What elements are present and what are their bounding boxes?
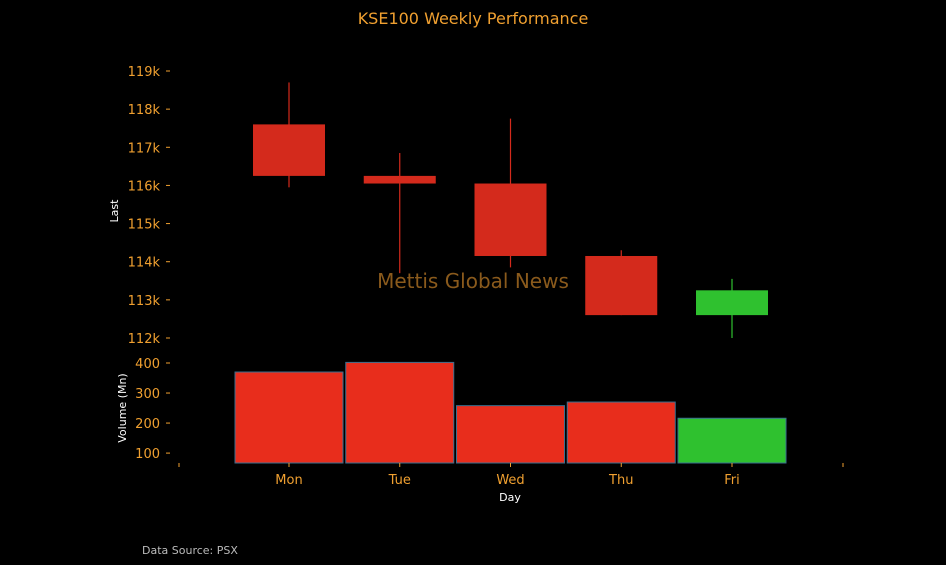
x-axis-label: Day: [499, 491, 521, 504]
x-tick-label-wed: Wed: [496, 473, 524, 488]
x-tick-label-fri: Fri: [724, 473, 740, 488]
price-axis-label: Last: [108, 199, 121, 223]
volume-tick-label: 400: [135, 357, 160, 372]
volume-tick-label: 100: [135, 447, 160, 462]
volume-bar-thu: [566, 401, 676, 464]
x-tick-label-tue: Tue: [388, 473, 411, 488]
data-source: Data Source: PSX: [142, 544, 238, 557]
candle-body-wed: [474, 183, 547, 256]
x-tick-label-thu: Thu: [608, 473, 633, 488]
price-tick-label: 116k: [128, 179, 161, 194]
candle-body-fri: [696, 290, 768, 316]
chart-title: KSE100 Weekly Performance: [358, 9, 589, 28]
volume-panel: 100 200 300 400 Mon Tue Wed Thu Fri: [135, 357, 844, 488]
volume-bar-fri: [677, 417, 787, 464]
volume-axis-label: Volume (Mn): [116, 373, 129, 442]
volume-tick-label: 300: [135, 387, 160, 402]
volume-tick-label: 200: [135, 417, 160, 432]
price-tick-label: 113k: [128, 294, 161, 309]
price-tick-label: 119k: [128, 65, 161, 80]
candle-body-thu: [585, 255, 658, 316]
price-tick-label: 114k: [128, 256, 161, 271]
volume-bar-wed: [456, 405, 565, 464]
price-tick-label: 117k: [128, 141, 161, 156]
candle-body-tue: [363, 175, 436, 184]
candle-body-mon: [253, 124, 325, 176]
volume-bar-mon: [234, 371, 344, 464]
volume-bar-tue: [345, 361, 455, 464]
price-panel: 112k 113k 114k 115k 116k 117k 118k 119k: [128, 65, 768, 347]
x-tick-label-mon: Mon: [275, 473, 302, 488]
price-tick-label: 118k: [128, 103, 161, 118]
watermark: Mettis Global News: [377, 269, 569, 293]
price-tick-label: 112k: [128, 332, 161, 347]
price-tick-label: 115k: [128, 218, 161, 233]
